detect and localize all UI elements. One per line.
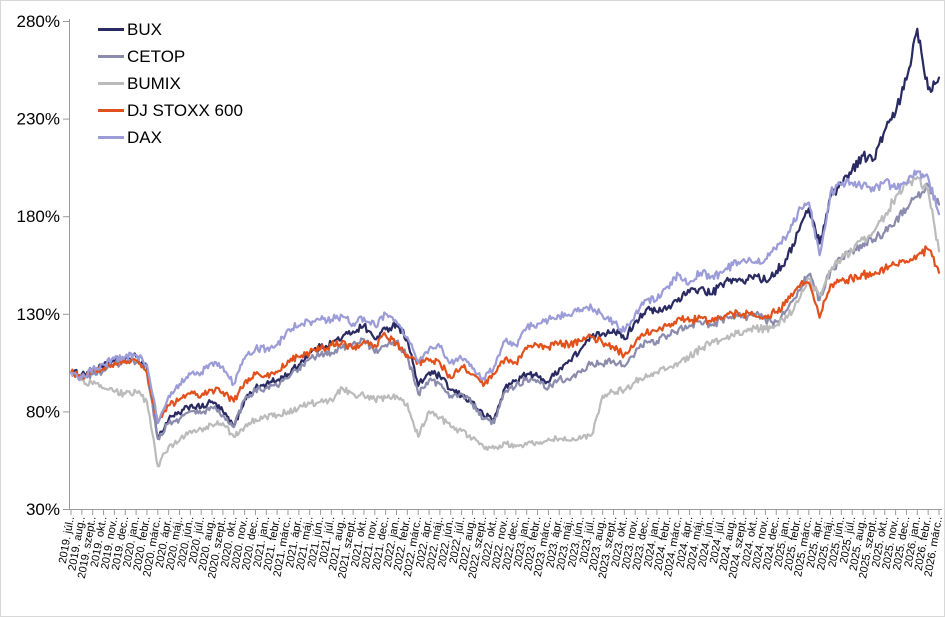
- legend-label-cetop: CETOP: [127, 47, 186, 66]
- y-axis-tick-label: 180%: [17, 207, 60, 226]
- legend-label-dax: DAX: [127, 128, 162, 147]
- legend-item-dax: DAX: [98, 124, 243, 151]
- legend-label-dj-stoxx-600: DJ STOXX 600: [127, 101, 243, 120]
- legend-label-bux: BUX: [127, 20, 162, 39]
- legend-swatch-cetop: [98, 55, 124, 58]
- legend-swatch-dj-stoxx-600: [98, 109, 124, 112]
- legend-item-bux: BUX: [98, 16, 243, 43]
- series-line-dj-stoxx-600: [69, 245, 941, 425]
- y-axis-tick-label: 130%: [17, 305, 60, 324]
- series-line-cetop: [69, 182, 941, 441]
- y-axis-tick-label: 230%: [17, 110, 60, 129]
- series-lines: [69, 27, 941, 468]
- y-axis-tick-label: 280%: [17, 12, 60, 31]
- series-line-bumix: [69, 176, 941, 468]
- legend-item-dj-stoxx-600: DJ STOXX 600: [98, 97, 243, 124]
- legend: BUX CETOP BUMIX DJ STOXX 600 DAX: [98, 16, 243, 151]
- legend-item-bumix: BUMIX: [98, 70, 243, 97]
- y-axis-tick-label: 80%: [26, 402, 60, 421]
- legend-label-bumix: BUMIX: [127, 74, 181, 93]
- series-line-dax: [69, 169, 941, 425]
- legend-swatch-dax: [98, 136, 124, 139]
- legend-swatch-bux: [98, 28, 124, 31]
- legend-swatch-bumix: [98, 82, 124, 85]
- axis-labels: 280%230%180%130%80%30%2019. júl..2019. a…: [17, 12, 944, 580]
- series-line-bux: [69, 27, 941, 440]
- axes: [63, 19, 942, 515]
- legend-item-cetop: CETOP: [98, 43, 243, 70]
- y-axis-tick-label: 30%: [26, 500, 60, 519]
